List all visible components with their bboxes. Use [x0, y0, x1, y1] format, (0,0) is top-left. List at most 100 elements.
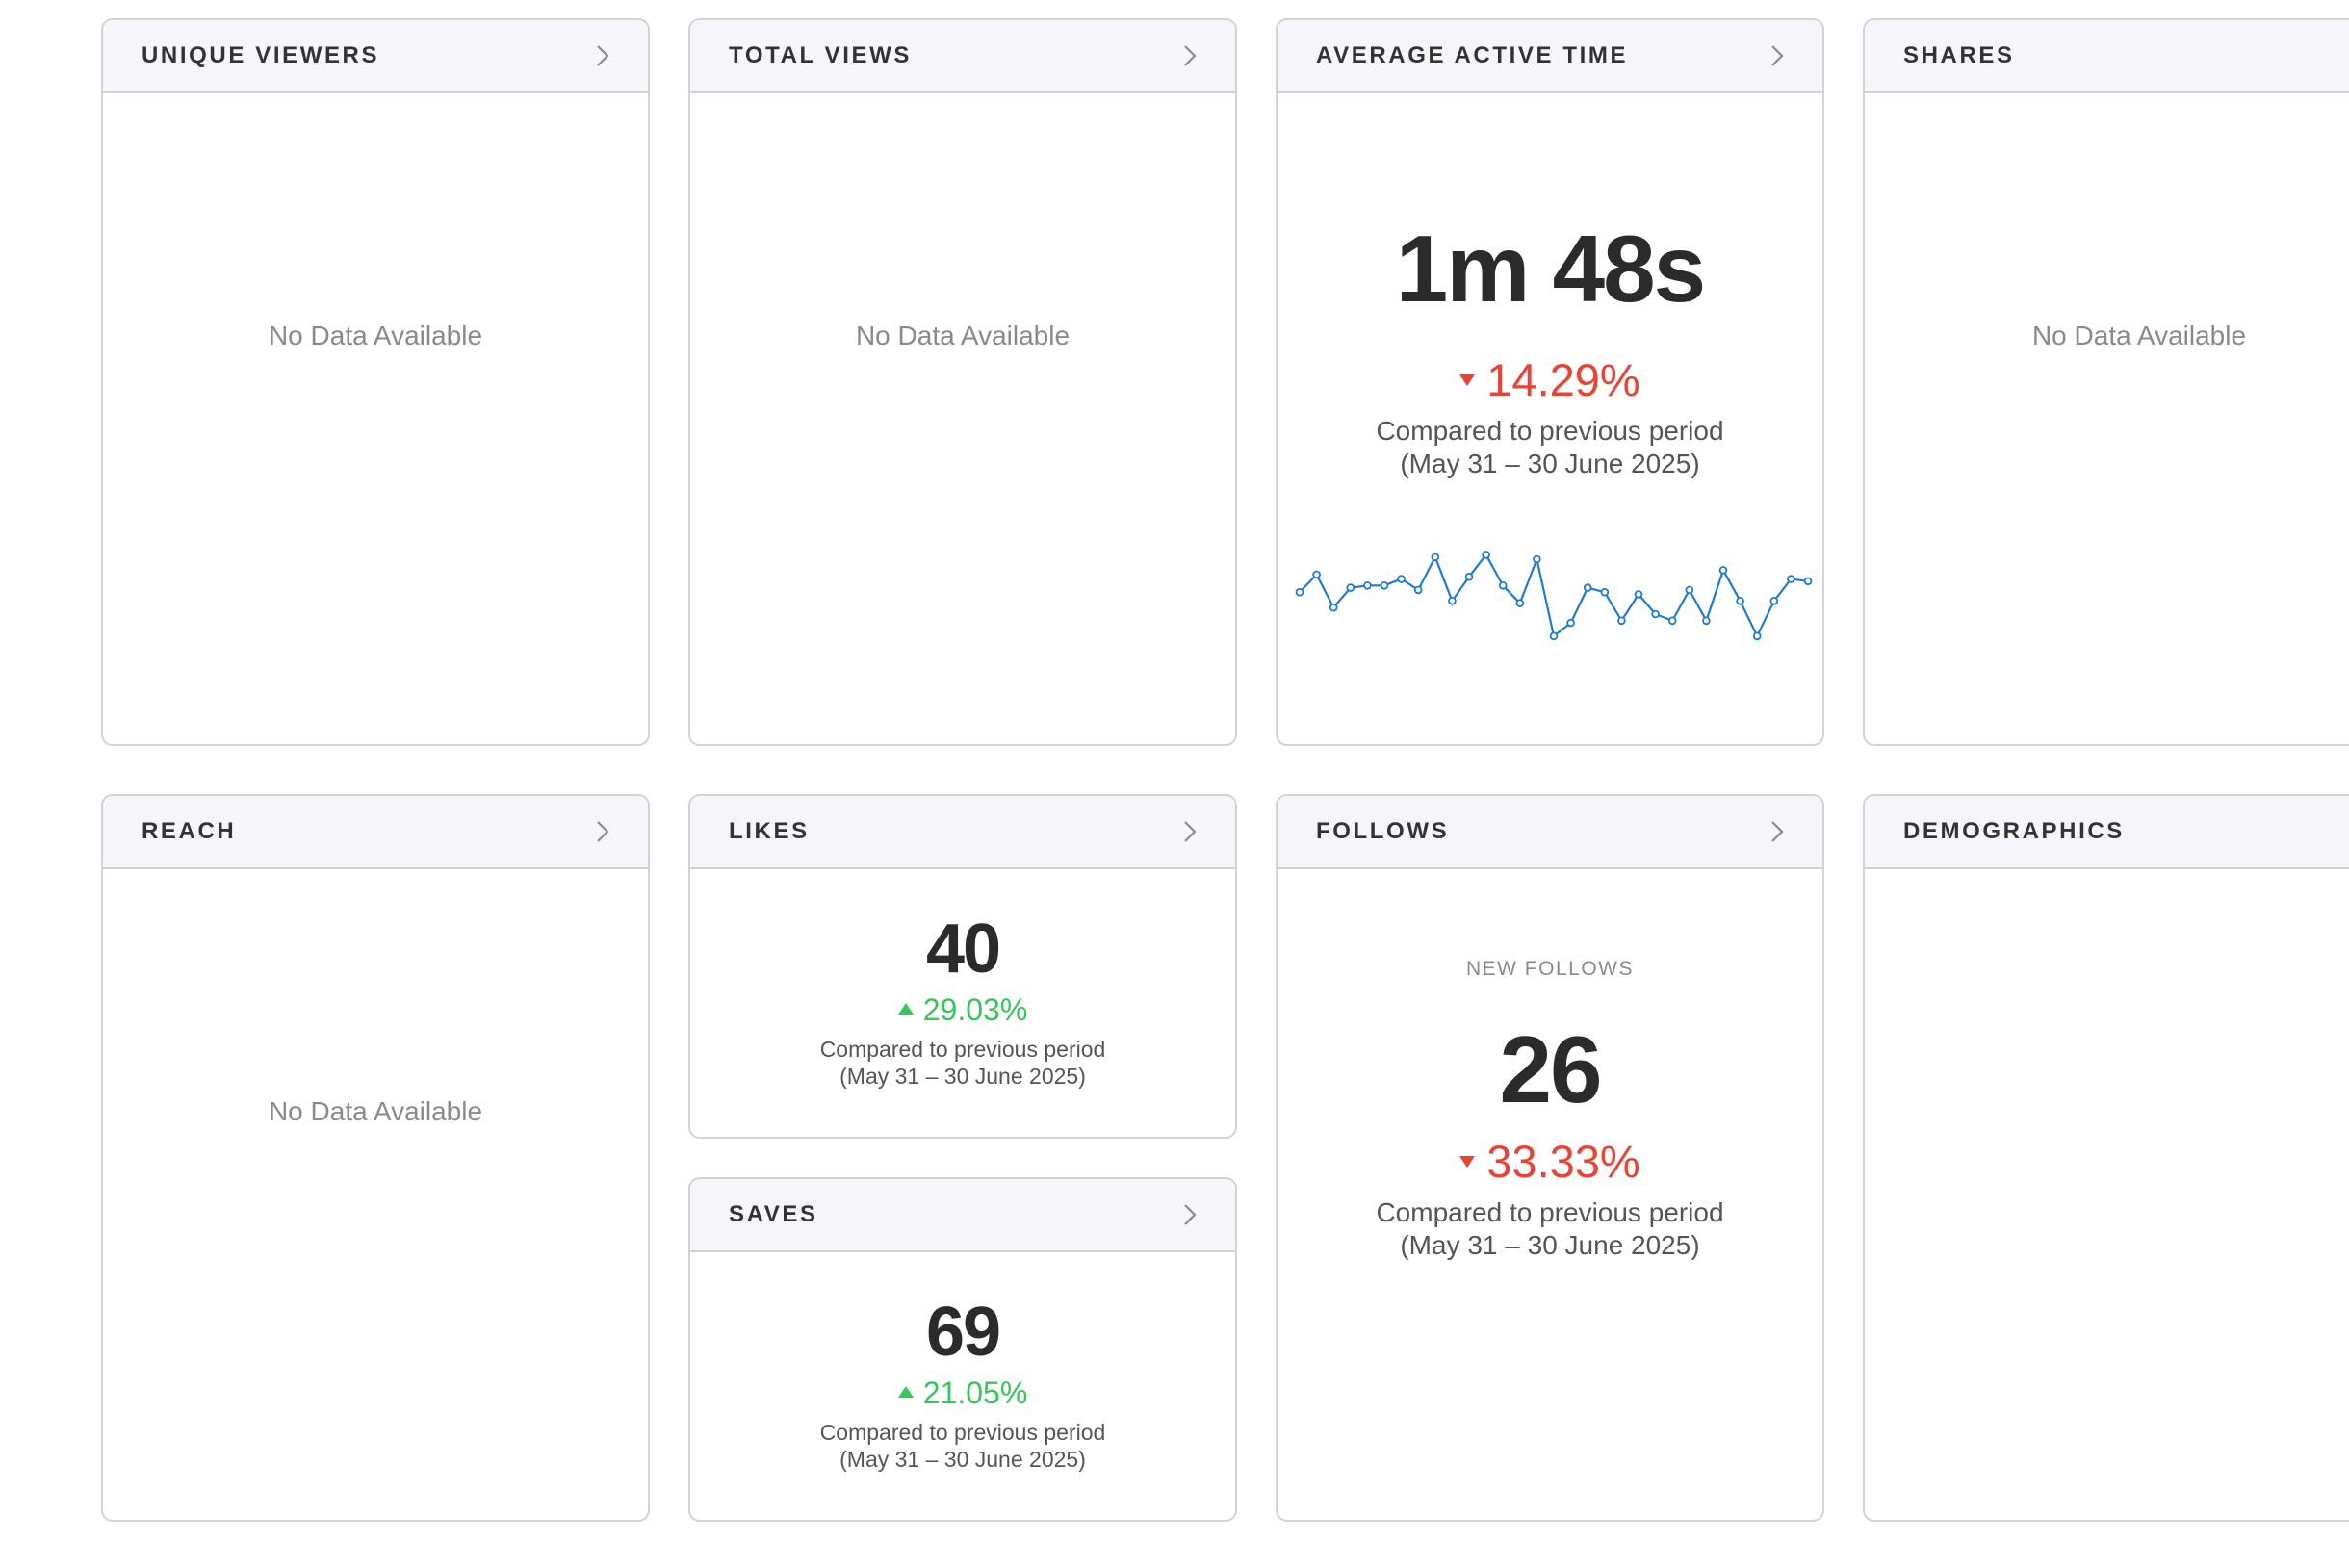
triangle-up-icon — [897, 1002, 914, 1015]
delta-change: 14.29% — [1278, 355, 1822, 405]
delta-value: 14.29% — [1486, 354, 1640, 405]
card-title: FOLLOWS — [1316, 818, 1450, 844]
sparkline-point — [1634, 590, 1643, 599]
sparkline-point — [1667, 616, 1677, 626]
chevron-right-icon[interactable] — [1768, 43, 1786, 68]
card-title: REACH — [142, 818, 237, 844]
sparkline-point — [1685, 585, 1694, 595]
chevron-right-icon[interactable] — [1181, 819, 1199, 844]
compare-text: Compared to previous period (May 31 – 30… — [690, 1420, 1235, 1473]
metric-value: 40 — [925, 911, 1001, 988]
card-total-views: TOTAL VIEWS No Data Available — [688, 18, 1237, 746]
delta-value: 21.05% — [922, 1375, 1028, 1410]
sparkline-chart — [1295, 551, 1813, 641]
card-body: No Data Available — [103, 869, 648, 1520]
sparkline-point — [1431, 553, 1440, 562]
card-follows: FOLLOWS NEW FOLLOWS 26 33.33% Compared t… — [1276, 794, 1824, 1522]
sparkline-point — [1295, 587, 1304, 597]
card-title: AVERAGE ACTIVE TIME — [1316, 42, 1629, 68]
card-body — [1865, 869, 2349, 1520]
card-header-likes[interactable]: LIKES — [690, 796, 1235, 869]
card-title: SAVES — [729, 1201, 818, 1227]
chevron-right-icon[interactable] — [594, 43, 611, 68]
card-body: No Data Available — [1865, 93, 2349, 744]
card-header-demographics[interactable]: DEMOGRAPHICS — [1865, 796, 2349, 869]
triangle-up-icon — [897, 1385, 914, 1398]
metric-value: 1m 48s — [1395, 216, 1706, 321]
sparkline-point — [1617, 616, 1626, 626]
sparkline-point — [1803, 577, 1813, 586]
sparkline-point — [1498, 580, 1508, 590]
sparkline-point — [1380, 580, 1389, 590]
card-header-follows[interactable]: FOLLOWS — [1278, 796, 1822, 869]
card-body: No Data Available — [690, 93, 1235, 744]
card-unique-viewers: UNIQUE VIEWERS No Data Available — [101, 18, 650, 746]
compare-line-1: Compared to previous period — [819, 1420, 1106, 1445]
card-header-average-active-time[interactable]: AVERAGE ACTIVE TIME — [1278, 20, 1822, 93]
no-data-message: No Data Available — [2031, 321, 2247, 350]
sparkline-point — [1533, 554, 1541, 564]
no-data-message: No Data Available — [268, 321, 483, 350]
compare-line-2: (May 31 – 30 June 2025) — [839, 1063, 1086, 1089]
chevron-right-icon[interactable] — [1181, 1202, 1199, 1227]
delta-change: 33.33% — [1278, 1137, 1822, 1187]
sparkline-point — [1702, 616, 1711, 626]
delta-change: 21.05% — [690, 1375, 1235, 1410]
sparkline-point — [1752, 631, 1762, 641]
delta-value: 29.03% — [922, 992, 1028, 1027]
card-reach: REACH No Data Available — [101, 794, 650, 1522]
compare-line-2: (May 31 – 30 June 2025) — [1400, 448, 1700, 478]
card-body: 1m 48s 14.29% Compared to previous perio… — [1278, 93, 1822, 744]
sparkline-point — [1787, 575, 1795, 583]
sparkline-point — [1583, 583, 1592, 592]
sparkline-point — [1464, 572, 1474, 581]
new-follows-label: NEW FOLLOWS — [1465, 958, 1634, 980]
sparkline-point — [1312, 570, 1321, 579]
compare-line-1: Compared to previous period — [1376, 1197, 1724, 1227]
sparkline-point — [1600, 587, 1610, 597]
card-header-shares[interactable]: SHARES — [1865, 20, 2349, 93]
sparkline-point — [1769, 597, 1779, 605]
card-header-total-views[interactable]: TOTAL VIEWS — [690, 20, 1235, 93]
sparkline-point — [1651, 609, 1660, 619]
chevron-right-icon[interactable] — [594, 819, 611, 844]
card-demographics: DEMOGRAPHICS — [1863, 794, 2349, 1522]
compare-line-2: (May 31 – 30 June 2025) — [1400, 1229, 1700, 1260]
chevron-right-icon[interactable] — [1768, 819, 1786, 844]
sparkline-point — [1482, 551, 1490, 559]
triangle-down-icon — [1459, 1155, 1476, 1168]
card-body: 69 21.05% Compared to previous period (M… — [690, 1252, 1235, 1520]
card-title: TOTAL VIEWS — [729, 42, 912, 68]
card-header-reach[interactable]: REACH — [103, 796, 648, 869]
card-body: 40 29.03% Compared to previous period (M… — [690, 869, 1235, 1137]
delta-change: 29.03% — [690, 992, 1235, 1027]
sparkline-point — [1329, 603, 1338, 612]
sparkline-point — [1515, 599, 1525, 607]
card-header-saves[interactable]: SAVES — [690, 1179, 1235, 1252]
card-average-active-time: AVERAGE ACTIVE TIME 1m 48s 14.29% Compar… — [1276, 18, 1824, 746]
card-body: NEW FOLLOWS 26 33.33% Compared to previo… — [1278, 869, 1822, 1520]
compare-line-2: (May 31 – 30 June 2025) — [839, 1446, 1086, 1472]
compare-text: Compared to previous period (May 31 – 30… — [1278, 1196, 1822, 1261]
sparkline-point — [1718, 566, 1728, 575]
compare-line-1: Compared to previous period — [1376, 416, 1724, 446]
metric-value: 69 — [925, 1294, 1001, 1371]
sparkline-point — [1448, 597, 1457, 605]
card-title: LIKES — [729, 818, 810, 844]
compare-text: Compared to previous period (May 31 – 30… — [1278, 415, 1822, 479]
card-shares: SHARES No Data Available — [1863, 18, 2349, 746]
sparkline-series-line — [1299, 553, 1809, 639]
sparkline-point — [1346, 583, 1355, 592]
card-header-unique-viewers[interactable]: UNIQUE VIEWERS — [103, 20, 648, 93]
chevron-right-icon[interactable] — [1181, 43, 1199, 68]
sparkline-point — [1736, 597, 1744, 605]
compare-line-1: Compared to previous period — [819, 1037, 1106, 1062]
triangle-down-icon — [1459, 373, 1476, 386]
card-title: UNIQUE VIEWERS — [142, 42, 380, 68]
sparkline-point — [1363, 580, 1372, 590]
no-data-message: No Data Available — [268, 1096, 483, 1126]
sparkline-point — [1397, 575, 1406, 583]
delta-value: 33.33% — [1486, 1136, 1640, 1187]
card-title: DEMOGRAPHICS — [1903, 818, 2125, 844]
card-body: No Data Available — [103, 93, 648, 744]
